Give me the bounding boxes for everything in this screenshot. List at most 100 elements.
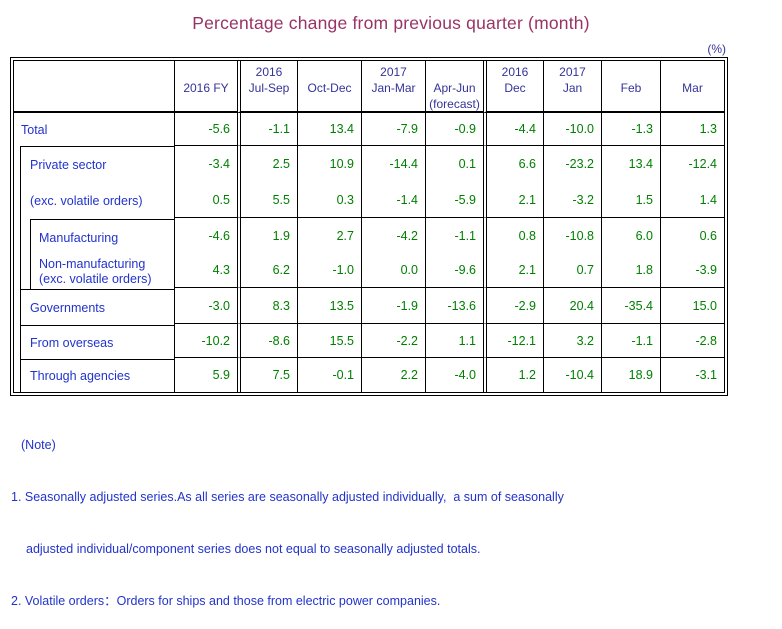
cell-non-manufacturing-jan-mar-2017: 0.0 [361, 253, 425, 288]
col-header-line [629, 64, 632, 80]
cell-through-agencies-dec-2016: 1.2 [483, 358, 543, 392]
col-header-line [204, 96, 207, 112]
col-header-line: Mar [682, 81, 703, 95]
cell-from-overseas-jul-sep-2016: -8.6 [237, 324, 297, 358]
col-header-apr-jun-2017-forecast: Apr-Jun (forecast) [425, 61, 483, 113]
col-header-line: 2016 [255, 65, 283, 79]
col-header-line [453, 64, 456, 80]
cell-private-exc-volatile-jul-sep-2016: 5.5 [237, 182, 297, 218]
col-header-line [691, 96, 694, 112]
cell-total-jan-mar-2017: -7.9 [361, 113, 425, 146]
cell-total-oct-dec-2016: 13.4 [297, 113, 361, 146]
col-header-line: 2016 FY [183, 81, 229, 95]
cell-manufacturing-jan-2017: -10.8 [543, 218, 601, 253]
cell-total-feb-2017: -1.3 [601, 113, 660, 146]
cell-governments-jan-mar-2017: -1.9 [361, 288, 425, 324]
note-line-2: 2. Volatile orders：Orders for ships and … [11, 594, 441, 608]
cell-through-agencies-apr-jun-2017-forecast: -4.0 [425, 358, 483, 392]
unit-label: (%) [707, 42, 726, 56]
cell-non-manufacturing-jul-sep-2016: 6.2 [237, 253, 297, 288]
cell-governments-fy-2016: -3.0 [174, 288, 237, 324]
note-line-1-continued: adjusted individual/component series doe… [26, 542, 481, 556]
cell-total-apr-jun-2017-forecast: -0.9 [425, 113, 483, 146]
cell-through-agencies-feb-2017: 18.9 [601, 358, 660, 392]
cell-total-dec-2016: -4.4 [483, 113, 543, 146]
cell-private-sector-apr-jun-2017-forecast: 0.1 [425, 146, 483, 182]
cell-manufacturing-jul-sep-2016: 1.9 [237, 218, 297, 253]
private-sector-group-box: Private sector (exc. volatile orders) Ma… [20, 146, 174, 392]
cell-from-overseas-feb-2017: -1.1 [601, 324, 660, 358]
col-header-line: Jan [562, 81, 583, 95]
cell-manufacturing-dec-2016: 0.8 [483, 218, 543, 253]
col-header-line [328, 96, 331, 112]
col-header-line: Oct-Dec [307, 81, 352, 95]
cell-through-agencies-oct-dec-2016: -0.1 [297, 358, 361, 392]
cell-manufacturing-oct-dec-2016: 2.7 [297, 218, 361, 253]
col-header-line [267, 96, 270, 112]
cell-total-jul-sep-2016: -1.1 [237, 113, 297, 146]
col-header-line [204, 64, 207, 80]
cell-private-sector-feb-2017: 13.4 [601, 146, 660, 182]
col-header-line: Jan-Mar [371, 81, 416, 95]
cell-through-agencies-fy-2016: 5.9 [174, 358, 237, 392]
cell-through-agencies-jan-mar-2017: 2.2 [361, 358, 425, 392]
cell-private-sector-oct-dec-2016: 10.9 [297, 146, 361, 182]
cell-governments-dec-2016: -2.9 [483, 288, 543, 324]
row-label-non-manufacturing: Non-manufacturing (exc. volatile orders) [31, 255, 174, 289]
col-header-line: (forecast) [429, 97, 480, 111]
notes-heading: (Note) [21, 438, 56, 452]
cell-governments-apr-jun-2017-forecast: -13.6 [425, 288, 483, 324]
row-label-governments: Governments [21, 289, 174, 325]
cell-private-exc-volatile-jan-2017: -3.2 [543, 182, 601, 218]
cell-from-overseas-oct-dec-2016: 15.5 [297, 324, 361, 358]
cell-private-exc-volatile-mar-2017: 1.4 [660, 182, 724, 218]
cell-governments-jul-sep-2016: 8.3 [237, 288, 297, 324]
cell-non-manufacturing-fy-2016: 4.3 [174, 253, 237, 288]
cell-private-exc-volatile-feb-2017: 1.5 [601, 182, 660, 218]
row-label-private-exc-volatile: (exc. volatile orders) [30, 194, 143, 208]
col-header-line [571, 96, 574, 112]
col-header-line [328, 64, 331, 80]
cell-through-agencies-mar-2017: -3.1 [660, 358, 724, 392]
cell-governments-oct-dec-2016: 13.5 [297, 288, 361, 324]
cell-private-sector-jan-mar-2017: -14.4 [361, 146, 425, 182]
cell-private-exc-volatile-jan-mar-2017: -1.4 [361, 182, 425, 218]
cell-from-overseas-fy-2016: -10.2 [174, 324, 237, 358]
col-header-line [629, 96, 632, 112]
cell-manufacturing-apr-jun-2017-forecast: -1.1 [425, 218, 483, 253]
cell-manufacturing-jan-mar-2017: -4.2 [361, 218, 425, 253]
row-labels-column: Total Private sector (exc. volatile orde… [14, 113, 174, 392]
col-header-dec-2016: 2016 Dec [483, 61, 543, 113]
col-header-feb-2017: Feb [601, 61, 660, 113]
col-header-line [691, 64, 694, 80]
row-label-through-agencies: Through agencies [21, 359, 174, 392]
cell-non-manufacturing-apr-jun-2017-forecast: -9.6 [425, 253, 483, 288]
cell-total-jan-2017: -10.0 [543, 113, 601, 146]
cell-from-overseas-jan-2017: 3.2 [543, 324, 601, 358]
cell-private-exc-volatile-oct-dec-2016: 0.3 [297, 182, 361, 218]
cell-total-mar-2017: 1.3 [660, 113, 724, 146]
row-label-private-sector: Private sector [30, 158, 107, 172]
row-label-non-manufacturing-line2: (exc. volatile orders) [39, 272, 152, 286]
cell-private-exc-volatile-apr-jun-2017-forecast: -5.9 [425, 182, 483, 218]
cell-private-sector-jan-2017: -23.2 [543, 146, 601, 182]
notes-section: (Note) 1. Seasonally adjusted series.As … [0, 407, 782, 629]
note-line-1: 1. Seasonally adjusted series.As all ser… [11, 490, 564, 504]
cell-non-manufacturing-feb-2017: 1.8 [601, 253, 660, 288]
cell-private-exc-volatile-dec-2016: 2.1 [483, 182, 543, 218]
cell-non-manufacturing-mar-2017: -3.9 [660, 253, 724, 288]
row-label-from-overseas: From overseas [21, 325, 174, 359]
cell-private-exc-volatile-fy-2016: 0.5 [174, 182, 237, 218]
row-label-manufacturing: Manufacturing [39, 230, 119, 245]
cell-from-overseas-mar-2017: -2.8 [660, 324, 724, 358]
cell-private-sector-dec-2016: 6.6 [483, 146, 543, 182]
cell-governments-mar-2017: 15.0 [660, 288, 724, 324]
cell-from-overseas-jan-mar-2017: -2.2 [361, 324, 425, 358]
page-title: Percentage change from previous quarter … [192, 13, 590, 33]
col-header-line: Dec [504, 81, 526, 95]
cell-manufacturing-fy-2016: -4.6 [174, 218, 237, 253]
cell-non-manufacturing-oct-dec-2016: -1.0 [297, 253, 361, 288]
col-header-line: Apr-Jun [433, 81, 476, 95]
col-header-fy-2016: 2016 FY [174, 61, 237, 113]
cell-private-sector-jul-sep-2016: 2.5 [237, 146, 297, 182]
